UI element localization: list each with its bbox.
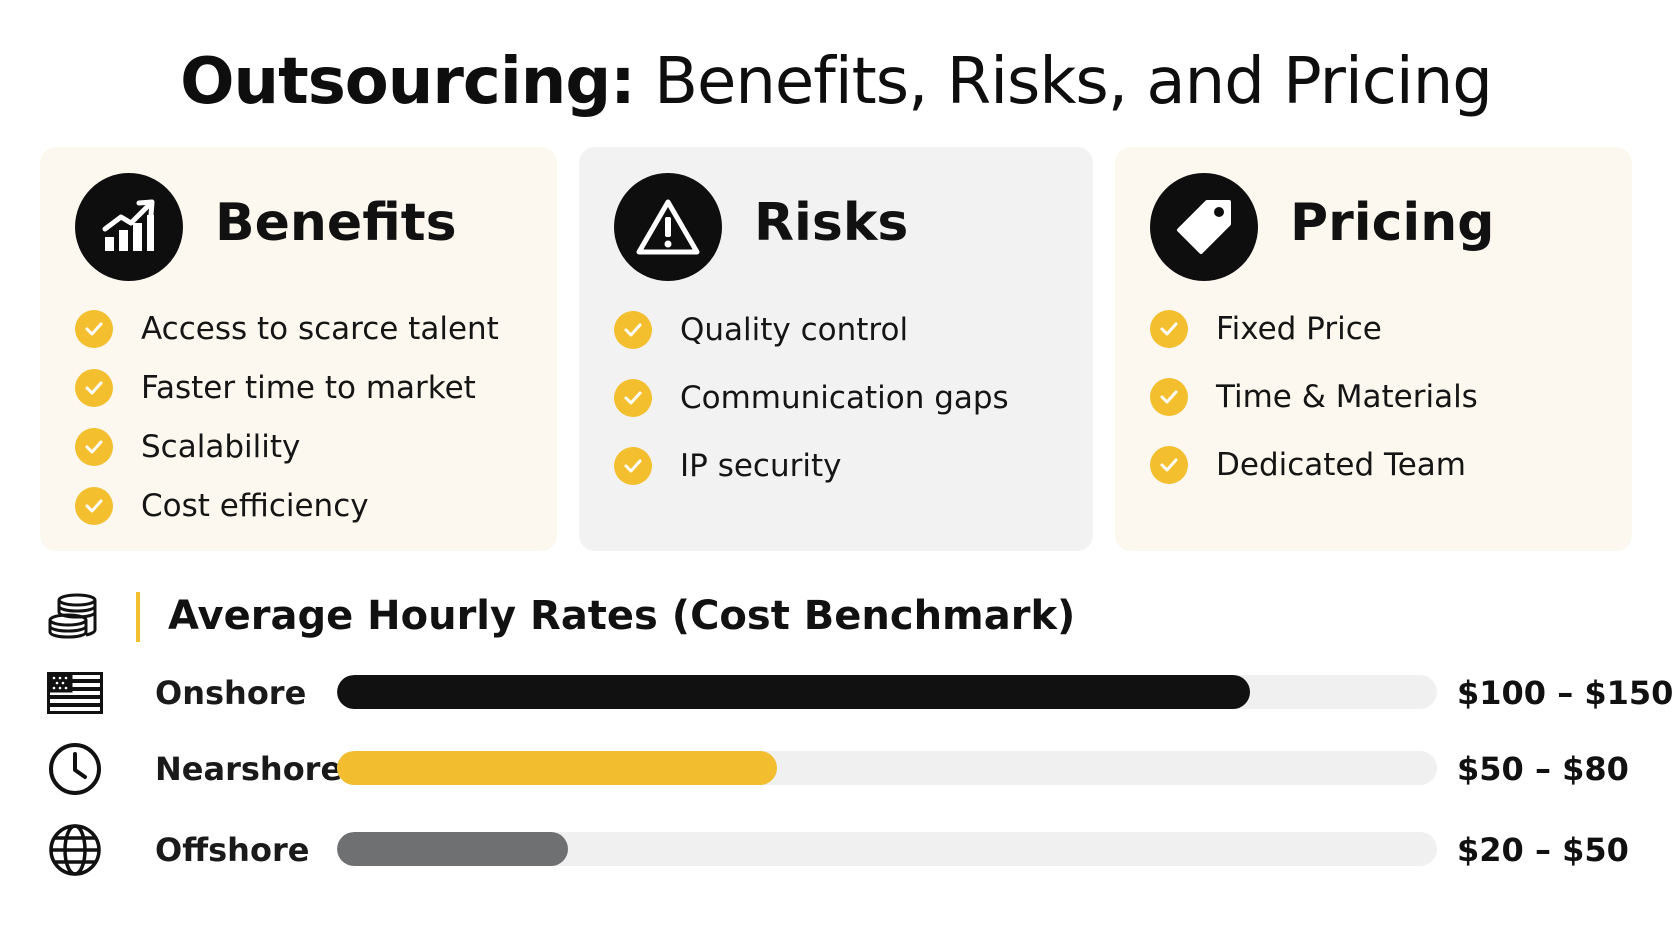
coins-icon <box>46 592 104 646</box>
page-title: Outsourcing: Benefits, Risks, and Pricin… <box>0 40 1672 124</box>
rate-row-offshore: Offshore $20 – $50 <box>0 822 1672 878</box>
risk-text: IP security <box>680 448 842 484</box>
list-item: Cost efficiency <box>75 476 499 535</box>
rate-track-onshore <box>337 675 1437 709</box>
check-icon <box>75 486 113 525</box>
growth-chart-icon <box>75 173 183 281</box>
list-item: Scalability <box>75 417 499 476</box>
check-icon <box>614 447 652 485</box>
list-item: Access to scarce talent <box>75 299 499 358</box>
rate-bar-onshore <box>337 675 1250 709</box>
list-item: Time & Materials <box>1150 363 1478 431</box>
price-tag-icon <box>1150 173 1258 281</box>
benefits-card: Benefits Access to scarce talent Faster … <box>40 147 557 551</box>
rate-value-offshore: $20 – $50 <box>1457 831 1629 869</box>
check-icon <box>1150 378 1188 416</box>
clock-icon <box>46 741 104 797</box>
benefits-title: Benefits <box>215 193 457 253</box>
pricing-list: Fixed Price Time & Materials Dedicated T… <box>1150 295 1478 499</box>
risks-list: Quality control Communication gaps IP se… <box>614 296 1009 500</box>
benefit-text: Scalability <box>141 428 301 465</box>
list-item: IP security <box>614 432 1009 500</box>
pricing-title: Pricing <box>1290 193 1495 253</box>
warning-icon <box>614 173 722 281</box>
check-icon <box>75 368 113 407</box>
risk-text: Quality control <box>680 312 909 348</box>
risks-title: Risks <box>754 193 909 253</box>
benefits-list: Access to scarce talent Faster time to m… <box>75 299 499 535</box>
rate-label-onshore: Onshore <box>155 674 307 712</box>
rate-label-nearshore: Nearshore <box>155 750 343 788</box>
rate-track-offshore <box>337 832 1437 866</box>
pricing-text: Dedicated Team <box>1216 447 1466 483</box>
risk-text: Communication gaps <box>680 380 1009 416</box>
rate-bar-nearshore <box>337 751 777 785</box>
us-flag-icon <box>46 665 104 721</box>
benefit-text: Access to scarce talent <box>141 310 499 347</box>
list-item: Fixed Price <box>1150 295 1478 363</box>
pricing-text: Time & Materials <box>1216 379 1478 415</box>
pricing-card: Pricing Fixed Price Time & Materials Ded… <box>1115 147 1632 551</box>
page-title-bold: Outsourcing: <box>180 45 636 119</box>
page-title-rest: Benefits, Risks, and Pricing <box>634 45 1493 119</box>
list-item: Quality control <box>614 296 1009 364</box>
check-icon <box>1150 446 1188 484</box>
check-icon <box>75 427 113 466</box>
rate-label-offshore: Offshore <box>155 831 310 869</box>
rate-track-nearshore <box>337 751 1437 785</box>
benefit-text: Faster time to market <box>141 369 476 406</box>
globe-icon <box>46 822 104 878</box>
check-icon <box>614 379 652 417</box>
check-icon <box>1150 310 1188 348</box>
rate-value-onshore: $100 – $150 <box>1457 674 1672 712</box>
pricing-text: Fixed Price <box>1216 311 1382 347</box>
list-item: Dedicated Team <box>1150 431 1478 499</box>
rates-divider <box>136 592 140 642</box>
list-item: Faster time to market <box>75 358 499 417</box>
rates-title: Average Hourly Rates (Cost Benchmark) <box>168 593 1076 639</box>
rate-bar-offshore <box>337 832 568 866</box>
rate-row-onshore: Onshore $100 – $150 <box>0 665 1672 721</box>
list-item: Communication gaps <box>614 364 1009 432</box>
rate-value-nearshore: $50 – $80 <box>1457 750 1629 788</box>
rate-row-nearshore: Nearshore $50 – $80 <box>0 741 1672 797</box>
risks-card: Risks Quality control Communication gaps… <box>579 147 1093 551</box>
check-icon <box>614 311 652 349</box>
check-icon <box>75 309 113 348</box>
benefit-text: Cost efficiency <box>141 487 369 524</box>
